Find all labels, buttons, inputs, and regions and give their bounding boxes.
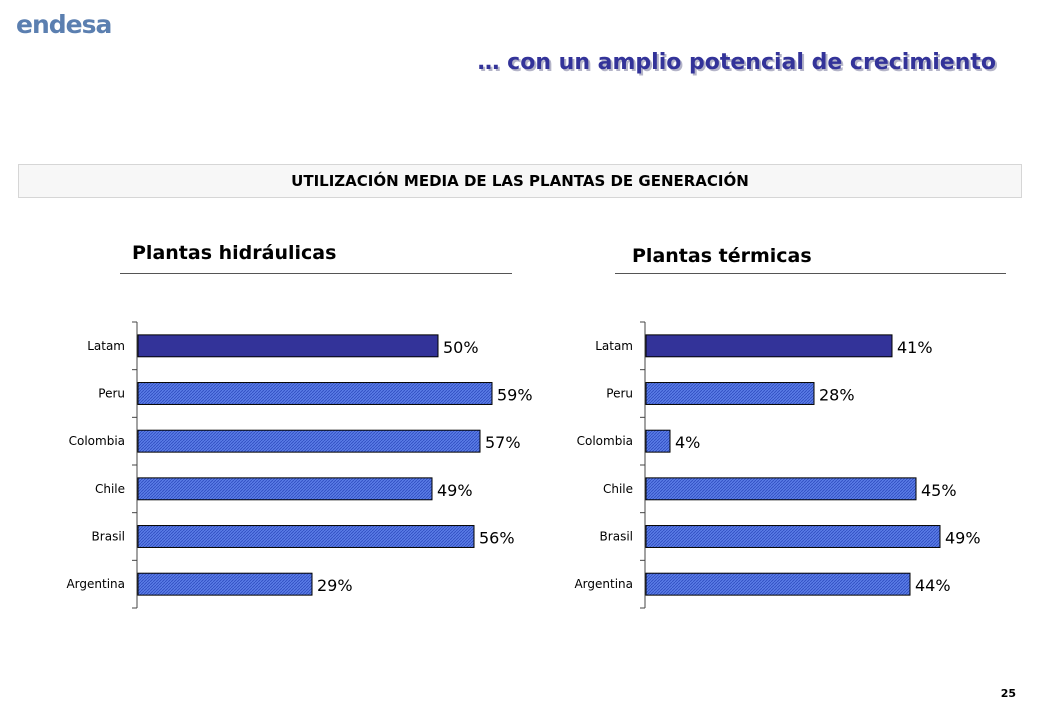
bar-hydro-colombia	[137, 429, 481, 453]
category-label-hydro: Chile	[95, 482, 125, 496]
bar-thermal-argentina	[645, 572, 911, 596]
category-label-hydro: Colombia	[69, 434, 125, 448]
data-label-hydro: 59%	[497, 386, 533, 405]
bar-thermal-latam	[645, 334, 893, 358]
bar-thermal-chile	[645, 477, 917, 501]
endesa-logo: endesa	[16, 10, 112, 39]
bar-hydro-argentina	[137, 572, 313, 596]
title-rule-thermal	[615, 273, 1006, 274]
section-banner: UTILIZACIÓN MEDIA DE LAS PLANTAS DE GENE…	[18, 164, 1022, 198]
chart-title-hydro: Plantas hidráulicas	[132, 242, 337, 264]
data-label-hydro: 56%	[479, 529, 515, 548]
bar-thermal-colombia	[645, 429, 671, 453]
bar-hydro-chile	[137, 477, 433, 501]
data-label-thermal: 49%	[945, 529, 981, 548]
category-label-hydro: Peru	[98, 387, 125, 401]
data-label-hydro: 49%	[437, 481, 473, 500]
data-label-hydro: 29%	[317, 576, 353, 595]
category-label-hydro: Brasil	[92, 530, 125, 544]
bar-hydro-latam	[137, 334, 439, 358]
data-label-thermal: 4%	[675, 433, 700, 452]
category-label-thermal: Peru	[606, 387, 633, 401]
bar-hydro-brasil	[137, 525, 475, 548]
category-label-thermal: Brasil	[600, 530, 633, 544]
bar-chart-thermal: 41% Latam 28% Peru 4% Colombia 45% Chile 49% Bras…	[574, 321, 981, 609]
page-title: … con un amplio potencial de crecimiento	[477, 50, 996, 75]
data-label-thermal: 44%	[915, 576, 951, 595]
bar-chart-hydro: 50% Latam 59% Peru 57% Colombia 49% Chile 56% Bra…	[66, 321, 533, 609]
category-label-hydro: Argentina	[66, 577, 125, 591]
category-label-thermal: Argentina	[574, 577, 633, 591]
category-label-thermal: Chile	[603, 482, 633, 496]
banner-text: UTILIZACIÓN MEDIA DE LAS PLANTAS DE GENE…	[291, 172, 749, 190]
bar-hydro-peru	[137, 382, 493, 405]
data-label-thermal: 41%	[897, 338, 933, 357]
data-label-hydro: 57%	[485, 433, 521, 452]
data-label-thermal: 28%	[819, 386, 855, 405]
chart-title-thermal: Plantas térmicas	[632, 245, 812, 267]
category-label-thermal: Colombia	[577, 434, 633, 448]
title-rule-hydro	[120, 273, 512, 274]
bar-thermal-peru	[645, 382, 815, 405]
page-number: 25	[1000, 687, 1016, 700]
category-label-hydro: Latam	[87, 339, 125, 353]
data-label-thermal: 45%	[921, 481, 957, 500]
bar-thermal-brasil	[645, 525, 941, 548]
category-label-thermal: Latam	[595, 339, 633, 353]
data-label-hydro: 50%	[443, 338, 479, 357]
